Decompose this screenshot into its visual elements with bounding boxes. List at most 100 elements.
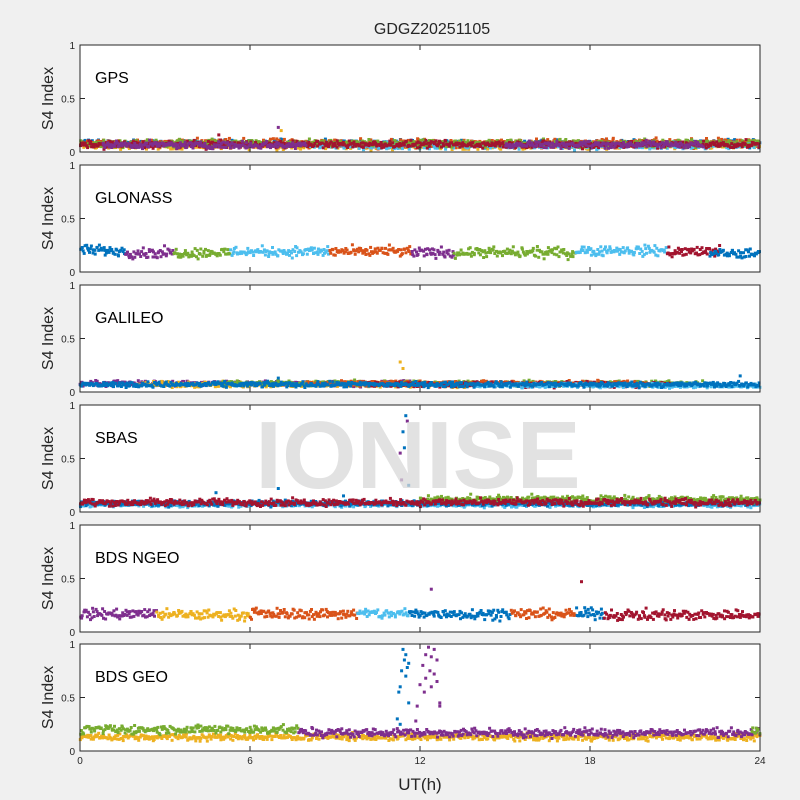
- data-point: [445, 142, 449, 146]
- data-point: [482, 141, 486, 145]
- data-point: [341, 141, 345, 145]
- data-point: [701, 145, 705, 149]
- data-point: [542, 139, 546, 143]
- data-point: [222, 145, 226, 149]
- data-point: [83, 141, 87, 145]
- data-point: [643, 142, 647, 146]
- data-point: [265, 249, 269, 253]
- data-point: [648, 147, 652, 151]
- data-point: [126, 250, 129, 254]
- data-point: [515, 141, 518, 145]
- data-point: [562, 143, 566, 147]
- data-point: [445, 145, 449, 149]
- data-point: [242, 136, 246, 140]
- data-point: [133, 255, 137, 259]
- data-point: [215, 139, 219, 143]
- data-point: [304, 143, 308, 147]
- data-point: [433, 253, 437, 257]
- data-point: [641, 146, 644, 150]
- data-point: [444, 147, 448, 151]
- data-point: [170, 141, 174, 145]
- data-point: [247, 139, 251, 143]
- data-point: [88, 250, 91, 254]
- data-point: [542, 137, 545, 141]
- data-point: [450, 141, 454, 145]
- data-point: [432, 248, 436, 252]
- data-point: [217, 145, 221, 149]
- data-point: [359, 139, 363, 143]
- data-point: [386, 140, 390, 144]
- data-point: [429, 144, 433, 148]
- y-axis-label: S4 Index: [40, 187, 57, 250]
- data-point: [470, 144, 474, 148]
- data-point: [313, 142, 317, 145]
- data-point: [295, 144, 299, 148]
- chart-title: GDGZ20251105: [374, 21, 490, 38]
- data-point: [201, 254, 205, 258]
- data-point: [228, 143, 231, 147]
- data-point: [115, 248, 119, 252]
- data-point: [644, 247, 648, 251]
- data-point: [256, 248, 260, 252]
- spike-point: [217, 133, 221, 137]
- data-point: [404, 139, 408, 143]
- data-point: [692, 146, 696, 149]
- data-point: [662, 139, 666, 143]
- data-point: [163, 244, 166, 248]
- data-point: [667, 245, 671, 249]
- data-point: [141, 246, 145, 250]
- data-point: [542, 146, 546, 150]
- data-point: [481, 146, 485, 150]
- data-point: [709, 143, 713, 147]
- data-point: [205, 253, 209, 257]
- data-point: [380, 146, 384, 150]
- data-point: [140, 144, 144, 148]
- data-point: [483, 145, 487, 149]
- data-point: [626, 142, 630, 146]
- data-point: [492, 245, 496, 249]
- data-point: [569, 142, 573, 146]
- data-point: [458, 139, 462, 143]
- data-point: [396, 141, 400, 145]
- data-point: [497, 140, 501, 144]
- data-point: [119, 147, 123, 151]
- data-point: [547, 144, 551, 148]
- data-point: [692, 247, 696, 251]
- data-point: [744, 255, 748, 258]
- data-point: [88, 142, 92, 146]
- data-point: [281, 148, 285, 151]
- data-point: [747, 139, 751, 143]
- data-point: [275, 137, 279, 141]
- data-point: [575, 139, 579, 143]
- data-point: [616, 144, 620, 148]
- data-point: [165, 252, 169, 256]
- data-point: [416, 253, 420, 256]
- data-point: [556, 245, 560, 249]
- data-point: [271, 137, 275, 141]
- data-point: [716, 136, 720, 140]
- data-point: [342, 142, 346, 146]
- data-point: [757, 139, 761, 143]
- data-point: [733, 138, 737, 142]
- data-point: [652, 250, 656, 254]
- data-point: [687, 247, 691, 251]
- data-point: [96, 144, 100, 148]
- data-point: [192, 138, 196, 142]
- data-point: [185, 139, 189, 143]
- data-point: [272, 144, 276, 148]
- data-point: [88, 247, 92, 251]
- data-point: [156, 147, 160, 151]
- data-point: [486, 141, 490, 145]
- data-point: [347, 139, 351, 143]
- data-point: [727, 147, 731, 151]
- data-point: [369, 148, 373, 152]
- data-point: [596, 143, 600, 146]
- data-point: [215, 141, 219, 145]
- data-point: [291, 141, 295, 145]
- y-axis-label: S4 Index: [40, 67, 57, 130]
- data-point: [325, 249, 329, 253]
- data-point: [630, 143, 634, 147]
- data-point: [438, 141, 442, 144]
- data-point: [391, 148, 394, 152]
